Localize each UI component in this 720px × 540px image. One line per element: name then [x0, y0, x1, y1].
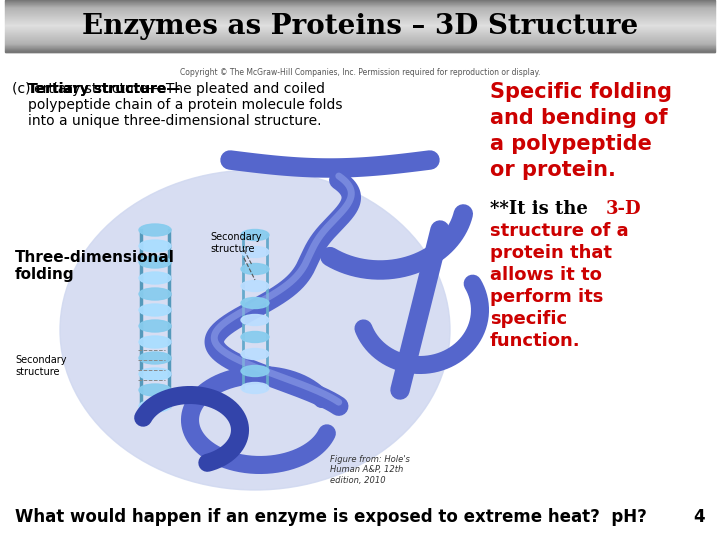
Ellipse shape — [241, 382, 269, 394]
Text: 4: 4 — [693, 508, 705, 526]
Ellipse shape — [139, 336, 171, 348]
Text: 3-D: 3-D — [606, 200, 642, 218]
Ellipse shape — [241, 332, 269, 342]
Text: Tertiary structure—: Tertiary structure— — [28, 82, 180, 96]
Text: Enzymes as Proteins – 3D Structure: Enzymes as Proteins – 3D Structure — [82, 12, 638, 39]
Ellipse shape — [139, 304, 171, 316]
Text: allows it to: allows it to — [490, 266, 602, 284]
Ellipse shape — [241, 314, 269, 326]
Text: and bending of: and bending of — [490, 108, 667, 128]
Ellipse shape — [139, 288, 171, 300]
Text: function.: function. — [490, 332, 580, 350]
Text: Three-dimensional
folding: Three-dimensional folding — [15, 250, 175, 282]
Text: perform its: perform its — [490, 288, 603, 306]
Ellipse shape — [241, 366, 269, 376]
Ellipse shape — [241, 280, 269, 292]
Ellipse shape — [139, 320, 171, 332]
Text: **It is the: **It is the — [490, 200, 594, 218]
Text: (c): (c) — [12, 82, 35, 96]
Text: What would happen if an enzyme is exposed to extreme heat?  pH?: What would happen if an enzyme is expose… — [15, 508, 647, 526]
Text: Specific folding: Specific folding — [490, 82, 672, 102]
Text: Secondary
structure: Secondary structure — [15, 355, 66, 376]
Ellipse shape — [241, 246, 269, 258]
Ellipse shape — [241, 264, 269, 274]
Ellipse shape — [241, 230, 269, 240]
Text: Copyright © The McGraw-Hill Companies, Inc. Permission required for reproduction: Copyright © The McGraw-Hill Companies, I… — [180, 68, 540, 77]
Ellipse shape — [139, 400, 171, 412]
Text: Tertiary structure— The pleated and coiled
polypeptide chain of a protein molecu: Tertiary structure— The pleated and coil… — [28, 82, 343, 129]
Ellipse shape — [139, 352, 171, 364]
Ellipse shape — [241, 298, 269, 308]
Text: structure of a: structure of a — [490, 222, 629, 240]
Ellipse shape — [139, 240, 171, 252]
Ellipse shape — [139, 384, 171, 396]
Text: specific: specific — [490, 310, 567, 328]
Text: protein that: protein that — [490, 244, 612, 262]
Ellipse shape — [139, 224, 171, 236]
Text: Secondary
structure: Secondary structure — [210, 232, 261, 254]
Text: Figure from: Hole's
Human A&P, 12th
edition, 2010: Figure from: Hole's Human A&P, 12th edit… — [330, 455, 410, 485]
Text: or protein.: or protein. — [490, 160, 616, 180]
Text: a polypeptide: a polypeptide — [490, 134, 652, 154]
Text: Tertiary structure—: Tertiary structure— — [28, 82, 180, 96]
Ellipse shape — [139, 256, 171, 268]
Ellipse shape — [60, 170, 450, 490]
Ellipse shape — [139, 368, 171, 380]
Ellipse shape — [139, 272, 171, 284]
Ellipse shape — [241, 348, 269, 360]
